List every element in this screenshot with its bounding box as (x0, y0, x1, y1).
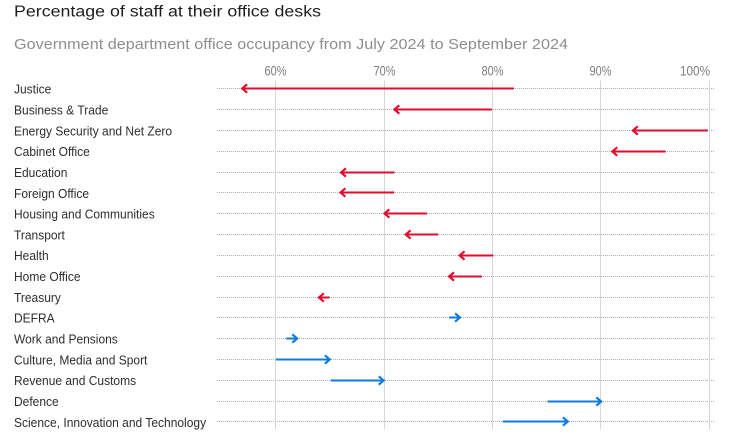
svg-text:60%: 60% (265, 64, 287, 79)
svg-text:Percentage of staff at their o: Percentage of staff at their office desk… (14, 3, 321, 20)
svg-text:Revenue and Customs: Revenue and Customs (14, 374, 136, 388)
svg-text:Treasury: Treasury (14, 291, 62, 305)
svg-text:Culture, Media and Sport: Culture, Media and Sport (14, 353, 148, 367)
svg-text:Housing and Communities: Housing and Communities (14, 208, 155, 222)
svg-text:90%: 90% (590, 64, 612, 79)
svg-text:DEFRA: DEFRA (14, 312, 55, 326)
svg-text:Home Office: Home Office (14, 270, 81, 284)
svg-text:Science, Innovation and Techno: Science, Innovation and Technology (14, 416, 207, 430)
svg-text:Work and Pensions: Work and Pensions (14, 333, 118, 347)
svg-text:Justice: Justice (14, 83, 51, 97)
svg-text:100%: 100% (680, 64, 710, 79)
svg-text:Energy Security and Net Zero: Energy Security and Net Zero (14, 124, 172, 138)
svg-text:Government department office o: Government department office occupancy f… (14, 37, 568, 53)
svg-text:Defence: Defence (14, 395, 59, 409)
svg-text:Health: Health (14, 249, 49, 263)
svg-text:Business & Trade: Business & Trade (14, 103, 108, 117)
svg-text:Foreign Office: Foreign Office (14, 187, 89, 201)
svg-text:Transport: Transport (14, 228, 65, 242)
svg-text:Education: Education (14, 166, 67, 180)
svg-text:80%: 80% (482, 64, 504, 79)
svg-text:Cabinet Office: Cabinet Office (14, 145, 90, 159)
svg-text:70%: 70% (374, 64, 396, 79)
